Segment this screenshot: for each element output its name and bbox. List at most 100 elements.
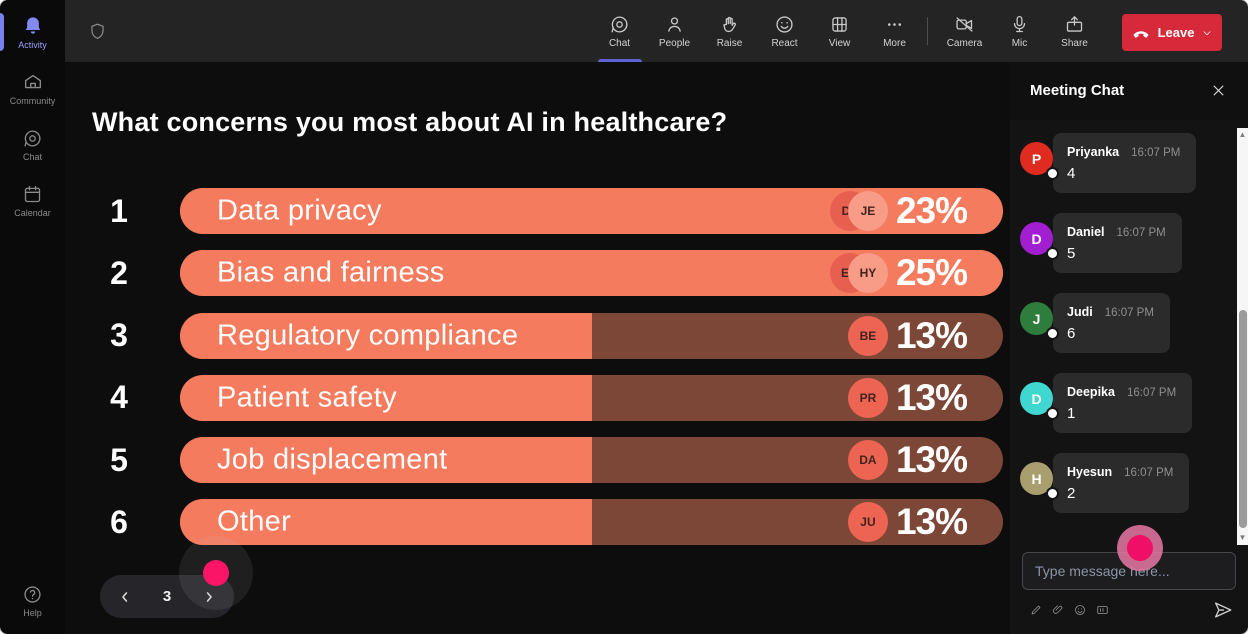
- sidebar-item-label: Activity: [18, 40, 47, 50]
- sidebar-item-label: Chat: [22, 151, 42, 162]
- camera-off-icon: [954, 14, 975, 35]
- sidebar-item-label: Community: [9, 96, 56, 106]
- sender-name: Judi: [1067, 305, 1093, 319]
- close-icon[interactable]: [1211, 83, 1226, 98]
- app-sidebar: Activity Community Chat Calendar Help: [0, 0, 65, 634]
- leave-button[interactable]: Leave: [1122, 14, 1222, 51]
- scroll-down-arrow-icon[interactable]: ▼: [1238, 533, 1247, 542]
- option-rank: 6: [110, 503, 128, 540]
- shield-icon: [88, 21, 107, 42]
- poll-bar-fill: [180, 374, 592, 421]
- format-icon[interactable]: [1030, 604, 1042, 616]
- toolbar-button-chat[interactable]: Chat: [592, 0, 647, 62]
- people-icon: [664, 14, 685, 35]
- help-icon: [22, 584, 43, 605]
- poll-result-bar: Bias and fairnessEMHY25%: [180, 250, 1003, 297]
- message-timestamp: 16:07 PM: [1131, 147, 1181, 159]
- sidebar-item-calendar[interactable]: Calendar: [0, 177, 65, 224]
- option-rank: 3: [110, 317, 128, 354]
- community-icon: [22, 71, 44, 93]
- chat-scrollbar[interactable]: ▲ ▼: [1237, 128, 1248, 545]
- chat-message: J Judi 16:07 PM 6: [1020, 293, 1227, 353]
- toolbar-button-people[interactable]: People: [647, 0, 702, 62]
- chat-message-list: P Priyanka 16:07 PM 4 D Daniel 16:07 PM 5 J Judi 1…: [1010, 126, 1237, 544]
- poll-option-row: 4 Patient safety PR 13%: [65, 374, 1003, 421]
- message-text: 4: [1046, 165, 1180, 182]
- toolbar-button-view[interactable]: View: [812, 0, 867, 62]
- raise-hand-icon: [719, 14, 740, 35]
- hangup-icon: [1131, 23, 1151, 43]
- next-slide-button[interactable]: [202, 590, 216, 604]
- share-icon: [1064, 14, 1085, 35]
- message-text: 1: [1046, 405, 1176, 422]
- leave-button-label: Leave: [1157, 25, 1195, 40]
- option-label: Bias and fairness: [217, 256, 445, 289]
- sidebar-item-label: Help: [23, 607, 42, 618]
- poll-result-bar: Other JU 13%: [180, 499, 1003, 546]
- toolbar-button-mic[interactable]: Mic: [992, 0, 1047, 62]
- current-page-number: 3: [162, 588, 172, 605]
- option-label: Regulatory compliance: [217, 319, 519, 352]
- bell-icon: [22, 15, 44, 37]
- attach-icon[interactable]: [1052, 604, 1064, 616]
- option-percentage: 13%: [895, 376, 968, 418]
- option-rank: 1: [110, 192, 128, 229]
- sidebar-items: Activity Community Chat Calendar: [0, 9, 65, 224]
- toolbar-divider: [927, 17, 928, 45]
- previous-slide-button[interactable]: [118, 590, 132, 604]
- voter-avatar: JU: [847, 502, 888, 543]
- chat-message-bubble: Hyesun 16:07 PM 2: [1046, 453, 1190, 513]
- chat-message-bubble: Judi 16:07 PM 6: [1046, 293, 1170, 353]
- calendar-icon: [22, 184, 43, 205]
- sidebar-item-community[interactable]: Community: [0, 65, 65, 112]
- message-timestamp: 16:07 PM: [1104, 307, 1154, 319]
- scrollbar-thumb[interactable]: [1238, 310, 1247, 528]
- sidebar-item-chat[interactable]: Chat: [0, 121, 65, 168]
- poll-bar-fill: [180, 499, 592, 546]
- toolbar-button-label: Raise: [716, 37, 743, 49]
- toolbar-button-label: Share: [1061, 37, 1088, 49]
- chat-message-input[interactable]: [1022, 552, 1236, 590]
- topbar-device-buttons: Camera Mic Share: [937, 0, 1102, 62]
- message-timestamp: 16:07 PM: [1124, 467, 1174, 479]
- toolbar-button-more[interactable]: More: [867, 0, 922, 62]
- toolbar-button-react[interactable]: React: [757, 0, 812, 62]
- toolbar-button-raise[interactable]: Raise: [702, 0, 757, 62]
- option-rank: 2: [110, 254, 128, 291]
- mic-icon: [1009, 14, 1030, 35]
- toolbar-button-label: Mic: [1011, 37, 1028, 49]
- meeting-toolbar: Chat People Raise React View More Camera Mic Sh…: [65, 0, 1248, 62]
- meeting-chat-panel: Meeting Chat P Priyanka 16:07 PM 4 D Daniel 16…: [1010, 62, 1248, 634]
- chat-message-bubble: Daniel 16:07 PM 5: [1046, 213, 1182, 273]
- option-label: Data privacy: [217, 194, 382, 227]
- chat-panel-title: Meeting Chat: [1030, 82, 1125, 99]
- message-text: 6: [1046, 325, 1154, 342]
- send-icon[interactable]: [1212, 599, 1234, 621]
- chevron-down-icon[interactable]: [1201, 27, 1213, 39]
- option-percentage: 13%: [895, 501, 968, 543]
- gif-icon[interactable]: [1096, 604, 1109, 616]
- poll-question: What concerns you most about AI in healt…: [92, 107, 728, 137]
- poll-result-bar: Regulatory compliance BE 13%: [180, 312, 1003, 359]
- emoji-icon[interactable]: [1074, 604, 1086, 616]
- poll-result-bar: Job displacement DA 13%: [180, 437, 1003, 484]
- toolbar-button-label: Chat: [608, 37, 631, 49]
- sidebar-item-help[interactable]: Help: [0, 577, 65, 624]
- option-rank: 4: [110, 379, 128, 416]
- scroll-up-arrow-icon[interactable]: ▲: [1238, 130, 1247, 139]
- chat-panel-header: Meeting Chat: [1010, 62, 1248, 120]
- poll-results-area: What concerns you most about AI in healt…: [65, 62, 1010, 634]
- sidebar-item-activity[interactable]: Activity: [0, 9, 65, 56]
- voter-avatar: JE: [847, 191, 888, 231]
- poll-option-row: 1 Data privacyDEJE23%: [65, 188, 1003, 234]
- chat-bubble-icon: [609, 14, 630, 35]
- toolbar-button-share[interactable]: Share: [1047, 0, 1102, 62]
- toolbar-button-camera[interactable]: Camera: [937, 0, 992, 62]
- chat-message-bubble: Priyanka 16:07 PM 4: [1046, 133, 1197, 193]
- more-icon: [884, 14, 905, 35]
- chat-bubble-icon: [22, 128, 43, 149]
- sidebar-help-container: Help: [0, 577, 65, 624]
- poll-option-row: 5 Job displacement DA 13%: [65, 437, 1003, 484]
- chat-message: P Priyanka 16:07 PM 4: [1020, 133, 1227, 193]
